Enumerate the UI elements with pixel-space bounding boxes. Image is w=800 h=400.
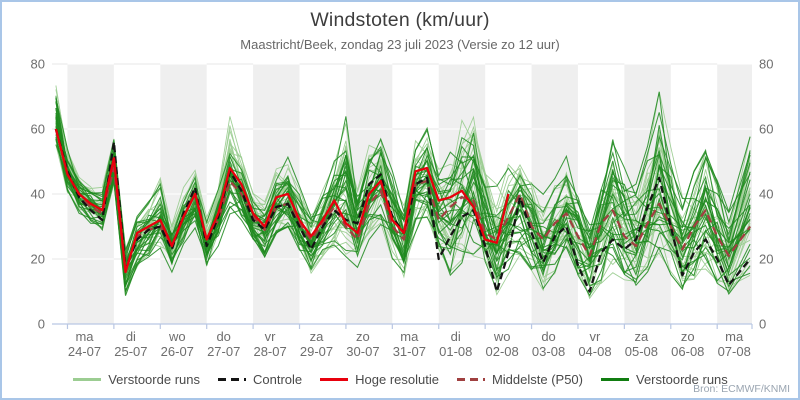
- x-tick-date-label: 28-07: [253, 344, 286, 359]
- x-tick-date-label: 04-08: [578, 344, 611, 359]
- legend-label: Middelste (P50): [491, 371, 583, 387]
- legend-item-controle: Controle: [217, 372, 302, 387]
- ensemble-member-line-dark: [55, 116, 751, 287]
- series-line-hres: [54, 128, 510, 274]
- dashed-line-swatch-icon: [217, 377, 246, 381]
- x-tick-date-label: 24-07: [68, 344, 101, 359]
- line-swatch-icon: [320, 377, 349, 381]
- legend-item-verstoorde-runs-light: Verstoorde runs: [72, 372, 200, 387]
- y-tick-label-left: 60: [31, 122, 45, 137]
- legend-item-verstoorde-runs-dark: Verstoorde runs: [600, 372, 728, 387]
- legend-label: Controle: [252, 371, 303, 387]
- legend-item-hoge-resolutie: Hoge resolutie: [319, 372, 439, 387]
- x-tick-date-label: 29-07: [300, 344, 333, 359]
- x-tick-date-label: 01-08: [439, 344, 472, 359]
- legend-label: Verstoorde runs: [636, 371, 728, 387]
- x-tick-day-label: wo: [493, 329, 511, 344]
- ensemble-member-line-dark: [55, 118, 751, 288]
- x-tick-day-label: za: [310, 329, 325, 344]
- x-tick-day-label: di: [451, 329, 461, 344]
- ensemble-member-line-dark: [55, 121, 751, 265]
- x-tick-day-label: vr: [590, 329, 602, 344]
- chart-subtitle: Maastricht/Beek, zondag 23 juli 2023 (Ve…: [240, 37, 560, 52]
- legend-item-middelste-p50: Middelste (P50): [456, 372, 583, 387]
- legend-label: Hoge resolutie: [355, 371, 439, 387]
- ensemble-member-line-dark: [55, 107, 751, 296]
- x-tick-date-label: 07-08: [718, 344, 751, 359]
- x-tick-day-label: wo: [168, 329, 186, 344]
- x-tick-day-label: do: [541, 329, 555, 344]
- y-tick-label-left: 0: [38, 317, 45, 332]
- x-tick-day-label: za: [635, 329, 650, 344]
- x-tick-date-label: 27-07: [207, 344, 240, 359]
- x-tick-date-label: 06-08: [671, 344, 704, 359]
- x-tick-day-label: do: [216, 329, 230, 344]
- y-tick-label-left: 40: [31, 187, 45, 202]
- page-title: Windstoten (km/uur): [310, 9, 490, 31]
- x-tick-day-label: zo: [356, 329, 370, 344]
- dashed-line-swatch-icon: [456, 377, 485, 381]
- ensemble-member-line-dark: [55, 138, 751, 292]
- x-tick-date-label: 31-07: [393, 344, 426, 359]
- line-swatch-icon: [601, 377, 629, 381]
- x-tick-day-label: ma: [400, 329, 419, 344]
- source-credit: Bron: ECMWF/KNMI: [693, 383, 790, 395]
- y-tick-label-left: 20: [31, 252, 45, 267]
- x-tick-day-label: ma: [725, 329, 744, 344]
- x-tick-day-label: di: [126, 329, 136, 344]
- y-tick-label-right: 0: [759, 317, 766, 332]
- line-swatch-icon: [73, 377, 102, 381]
- x-tick-date-label: 02-08: [486, 344, 519, 359]
- x-tick-date-label: 25-07: [114, 344, 147, 359]
- y-tick-label-right: 20: [759, 252, 773, 267]
- y-tick-label-right: 80: [759, 57, 773, 72]
- x-tick-day-label: zo: [681, 329, 695, 344]
- ensemble-member-line-light: [55, 116, 751, 283]
- y-tick-label-left: 80: [31, 57, 45, 72]
- x-tick-day-label: ma: [75, 329, 94, 344]
- y-tick-label-right: 40: [759, 187, 773, 202]
- y-tick-label-right: 60: [759, 122, 773, 137]
- x-tick-date-label: 26-07: [161, 344, 194, 359]
- legend-label: Verstoorde runs: [108, 371, 200, 387]
- wind-gust-chart: ma24-07di25-07wo26-07do27-07vr28-07za29-…: [31, 57, 774, 360]
- series-line-p50: [54, 128, 752, 274]
- x-tick-date-label: 03-08: [532, 344, 565, 359]
- x-tick-date-label: 05-08: [625, 344, 658, 359]
- legend: Verstoorde runs Controle Hoge resolutie …: [2, 369, 798, 389]
- x-tick-day-label: vr: [265, 329, 277, 344]
- x-tick-date-label: 30-07: [346, 344, 379, 359]
